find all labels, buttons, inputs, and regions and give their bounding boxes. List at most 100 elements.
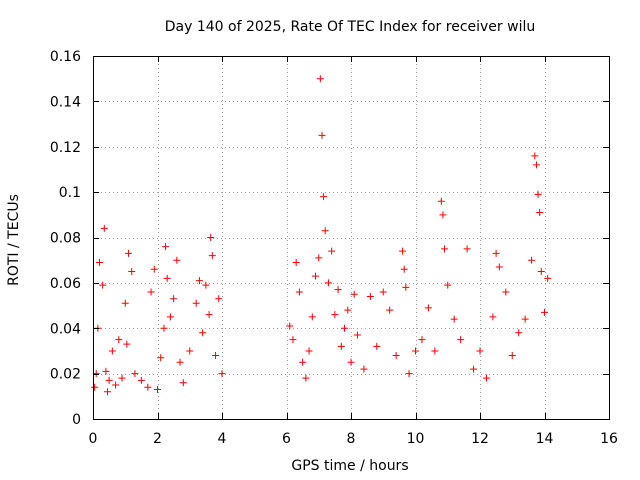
data-point	[412, 347, 419, 355]
data-point	[163, 274, 171, 282]
data-point	[341, 324, 349, 332]
data-point	[150, 265, 158, 273]
data-point	[337, 342, 345, 350]
data-point	[366, 292, 374, 300]
data-point	[328, 247, 336, 255]
y-tick-label: 0.16	[50, 49, 81, 65]
data-point	[386, 306, 394, 314]
data-point	[531, 152, 539, 160]
data-point	[144, 383, 152, 391]
data-point	[537, 268, 545, 276]
data-point	[334, 286, 342, 294]
y-tick-label: 0.02	[50, 367, 81, 383]
data-point	[344, 306, 352, 314]
data-point	[482, 374, 490, 382]
y-tick-label: 0	[72, 412, 81, 428]
data-point	[192, 299, 200, 307]
data-point	[379, 288, 387, 296]
y-axis-label: ROTI / TECUs	[6, 194, 22, 286]
y-tick-label: 0.14	[50, 94, 81, 110]
data-point	[99, 281, 107, 289]
data-point	[302, 374, 310, 382]
data-point	[205, 311, 213, 319]
series-roti	[91, 75, 552, 396]
data-point	[102, 367, 110, 375]
data-point	[100, 224, 108, 232]
data-point	[160, 324, 168, 332]
data-point	[321, 227, 329, 235]
data-point	[521, 315, 529, 323]
data-point	[489, 313, 497, 321]
y-tick-label: 0.08	[50, 231, 81, 247]
grid-layer	[93, 56, 609, 419]
data-point	[392, 351, 400, 359]
y-tick-label: 0.06	[50, 276, 81, 292]
data-point	[437, 197, 445, 205]
data-point	[147, 288, 155, 296]
data-point	[195, 277, 203, 285]
x-tick-label: 14	[536, 431, 554, 447]
x-axis-label: GPS time / hours	[291, 458, 408, 474]
data-point	[157, 354, 165, 362]
data-point	[470, 365, 478, 373]
data-point	[439, 211, 447, 219]
data-point	[128, 268, 136, 276]
data-point	[289, 336, 297, 344]
data-point	[324, 279, 332, 287]
data-layer	[91, 75, 552, 396]
data-point	[418, 336, 426, 344]
data-point	[137, 376, 145, 384]
data-point	[295, 288, 303, 296]
data-point	[212, 351, 220, 359]
y-tick-label: 0.04	[50, 321, 81, 337]
data-point	[318, 131, 326, 139]
data-point	[121, 299, 129, 307]
data-point	[112, 381, 120, 389]
data-point	[215, 295, 223, 303]
data-point	[444, 281, 452, 289]
data-point	[105, 376, 113, 384]
data-point	[207, 234, 215, 241]
data-point	[312, 272, 320, 280]
data-point	[532, 161, 540, 169]
data-point	[218, 370, 226, 378]
data-point	[502, 288, 510, 296]
data-point	[292, 258, 300, 266]
data-point	[457, 336, 465, 344]
data-point	[463, 245, 471, 253]
x-tick-label: 4	[218, 431, 227, 447]
data-point	[170, 295, 178, 303]
x-tick-label: 8	[347, 431, 356, 447]
data-point	[360, 365, 368, 373]
data-point	[104, 388, 112, 396]
data-point	[534, 190, 542, 198]
data-point	[536, 209, 544, 217]
data-point	[95, 258, 103, 266]
data-point	[186, 347, 194, 355]
data-point	[316, 75, 324, 83]
data-point	[495, 263, 503, 271]
x-tick-label: 0	[89, 431, 98, 447]
data-point	[400, 265, 408, 273]
data-point	[286, 322, 294, 330]
data-point	[118, 374, 126, 382]
x-tick-label: 10	[407, 431, 425, 447]
data-point	[424, 304, 432, 312]
data-point	[108, 347, 116, 355]
data-point	[399, 247, 407, 255]
data-point	[208, 252, 216, 260]
data-point	[450, 315, 458, 323]
data-point	[402, 283, 410, 291]
data-point	[123, 340, 131, 348]
data-point	[431, 347, 439, 355]
x-tick-label: 12	[471, 431, 489, 447]
data-point	[373, 342, 381, 350]
data-point	[315, 254, 323, 262]
data-point	[131, 370, 139, 378]
data-point	[154, 386, 161, 394]
data-point	[347, 358, 355, 366]
data-point	[405, 370, 413, 378]
data-point	[202, 281, 210, 289]
